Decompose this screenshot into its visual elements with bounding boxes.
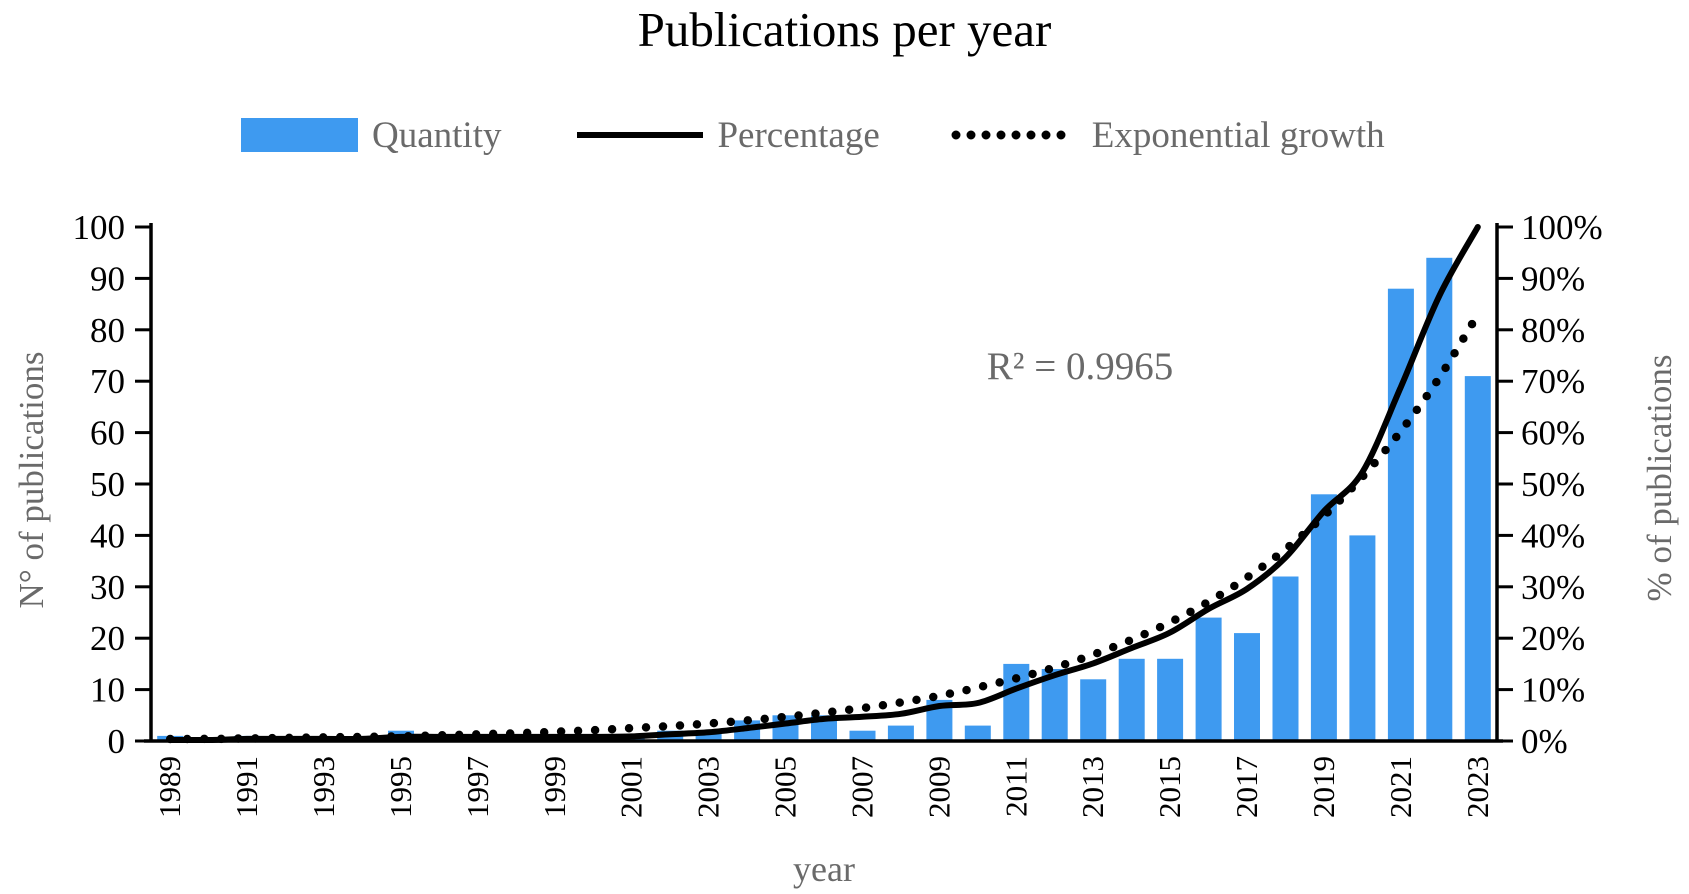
left-tick-label: 40 — [90, 516, 125, 555]
legend-label-exponential: Exponential growth — [1091, 114, 1385, 156]
right-tick-label: 60% — [1521, 414, 1585, 453]
left-tick-label: 30 — [90, 568, 125, 607]
left-tick-label: 70 — [90, 362, 125, 401]
year-label-2011: 2011 — [998, 756, 1033, 817]
bar-2019 — [1310, 494, 1337, 741]
year-label-2005: 2005 — [768, 756, 803, 818]
legend-bar-swatch — [241, 118, 358, 152]
year-label-1999: 1999 — [537, 756, 572, 818]
bar-2008 — [887, 725, 914, 741]
exponential-growth-line — [165, 310, 1483, 744]
right-tick-label: 50% — [1521, 465, 1585, 504]
bar-2018 — [1272, 576, 1299, 741]
left-tick-label: 10 — [90, 671, 125, 710]
bar-2017 — [1234, 633, 1260, 741]
bar-2005 — [772, 715, 799, 741]
bar-2021 — [1387, 288, 1414, 741]
year-label-1991: 1991 — [229, 756, 264, 818]
r-squared-annotation: R² = 0.9965 — [986, 345, 1174, 388]
left-tick-label: 60 — [90, 414, 125, 453]
year-label-2007: 2007 — [844, 756, 879, 818]
bar-2007 — [849, 730, 876, 741]
left-axis-title: N° of publications — [12, 351, 51, 609]
bar-2016 — [1195, 617, 1222, 741]
bar-2003 — [695, 730, 722, 741]
right-axis-title: % of publications — [1640, 354, 1679, 602]
legend: Quantity Percentage Exponential growth — [241, 114, 1385, 156]
left-tick-label: 0 — [108, 722, 126, 761]
bar-2010 — [964, 725, 991, 741]
left-tick-label: 100 — [73, 208, 126, 247]
year-label-2009: 2009 — [921, 756, 956, 818]
bar-2013 — [1080, 679, 1107, 741]
bar-2020 — [1349, 535, 1376, 741]
year-label-1993: 1993 — [306, 756, 341, 818]
chart-title: Publications per year — [637, 2, 1052, 57]
year-label-2001: 2001 — [614, 756, 649, 818]
legend-solid-line-swatch — [577, 132, 704, 138]
year-label-2017: 2017 — [1229, 756, 1264, 818]
year-label-2023: 2023 — [1460, 756, 1495, 818]
bar-2022 — [1426, 257, 1453, 741]
left-tick-label: 90 — [90, 259, 125, 298]
right-tick-label: 10% — [1521, 671, 1585, 710]
bar-2023 — [1464, 376, 1491, 741]
x-axis-title: year — [793, 849, 855, 889]
right-tick-label: 80% — [1521, 311, 1585, 350]
right-tick-label: 70% — [1521, 362, 1585, 401]
left-tick-label: 80 — [90, 311, 125, 350]
year-label-1989: 1989 — [152, 756, 187, 818]
left-tick-label: 50 — [90, 465, 125, 504]
right-tick-label: 20% — [1521, 619, 1585, 658]
year-label-1997: 1997 — [460, 756, 495, 818]
legend-dotted-line-swatch — [951, 130, 1080, 140]
year-label-2013: 2013 — [1075, 756, 1110, 818]
right-tick-label: 100% — [1521, 208, 1603, 247]
year-label-1995: 1995 — [383, 756, 418, 818]
year-label-2015: 2015 — [1152, 756, 1187, 818]
bar-2014 — [1118, 658, 1145, 741]
left-tick-label: 20 — [90, 619, 125, 658]
year-label-2019: 2019 — [1306, 756, 1341, 818]
right-tick-label: 30% — [1521, 568, 1585, 607]
year-label-2021: 2021 — [1383, 756, 1418, 818]
bar-2015 — [1157, 658, 1184, 741]
right-tick-label: 0% — [1521, 722, 1568, 761]
legend-label-quantity: Quantity — [372, 114, 502, 156]
year-label-2003: 2003 — [691, 756, 726, 818]
right-tick-label: 40% — [1521, 516, 1585, 555]
right-tick-label: 90% — [1521, 259, 1585, 298]
legend-label-percentage: Percentage — [717, 114, 880, 156]
